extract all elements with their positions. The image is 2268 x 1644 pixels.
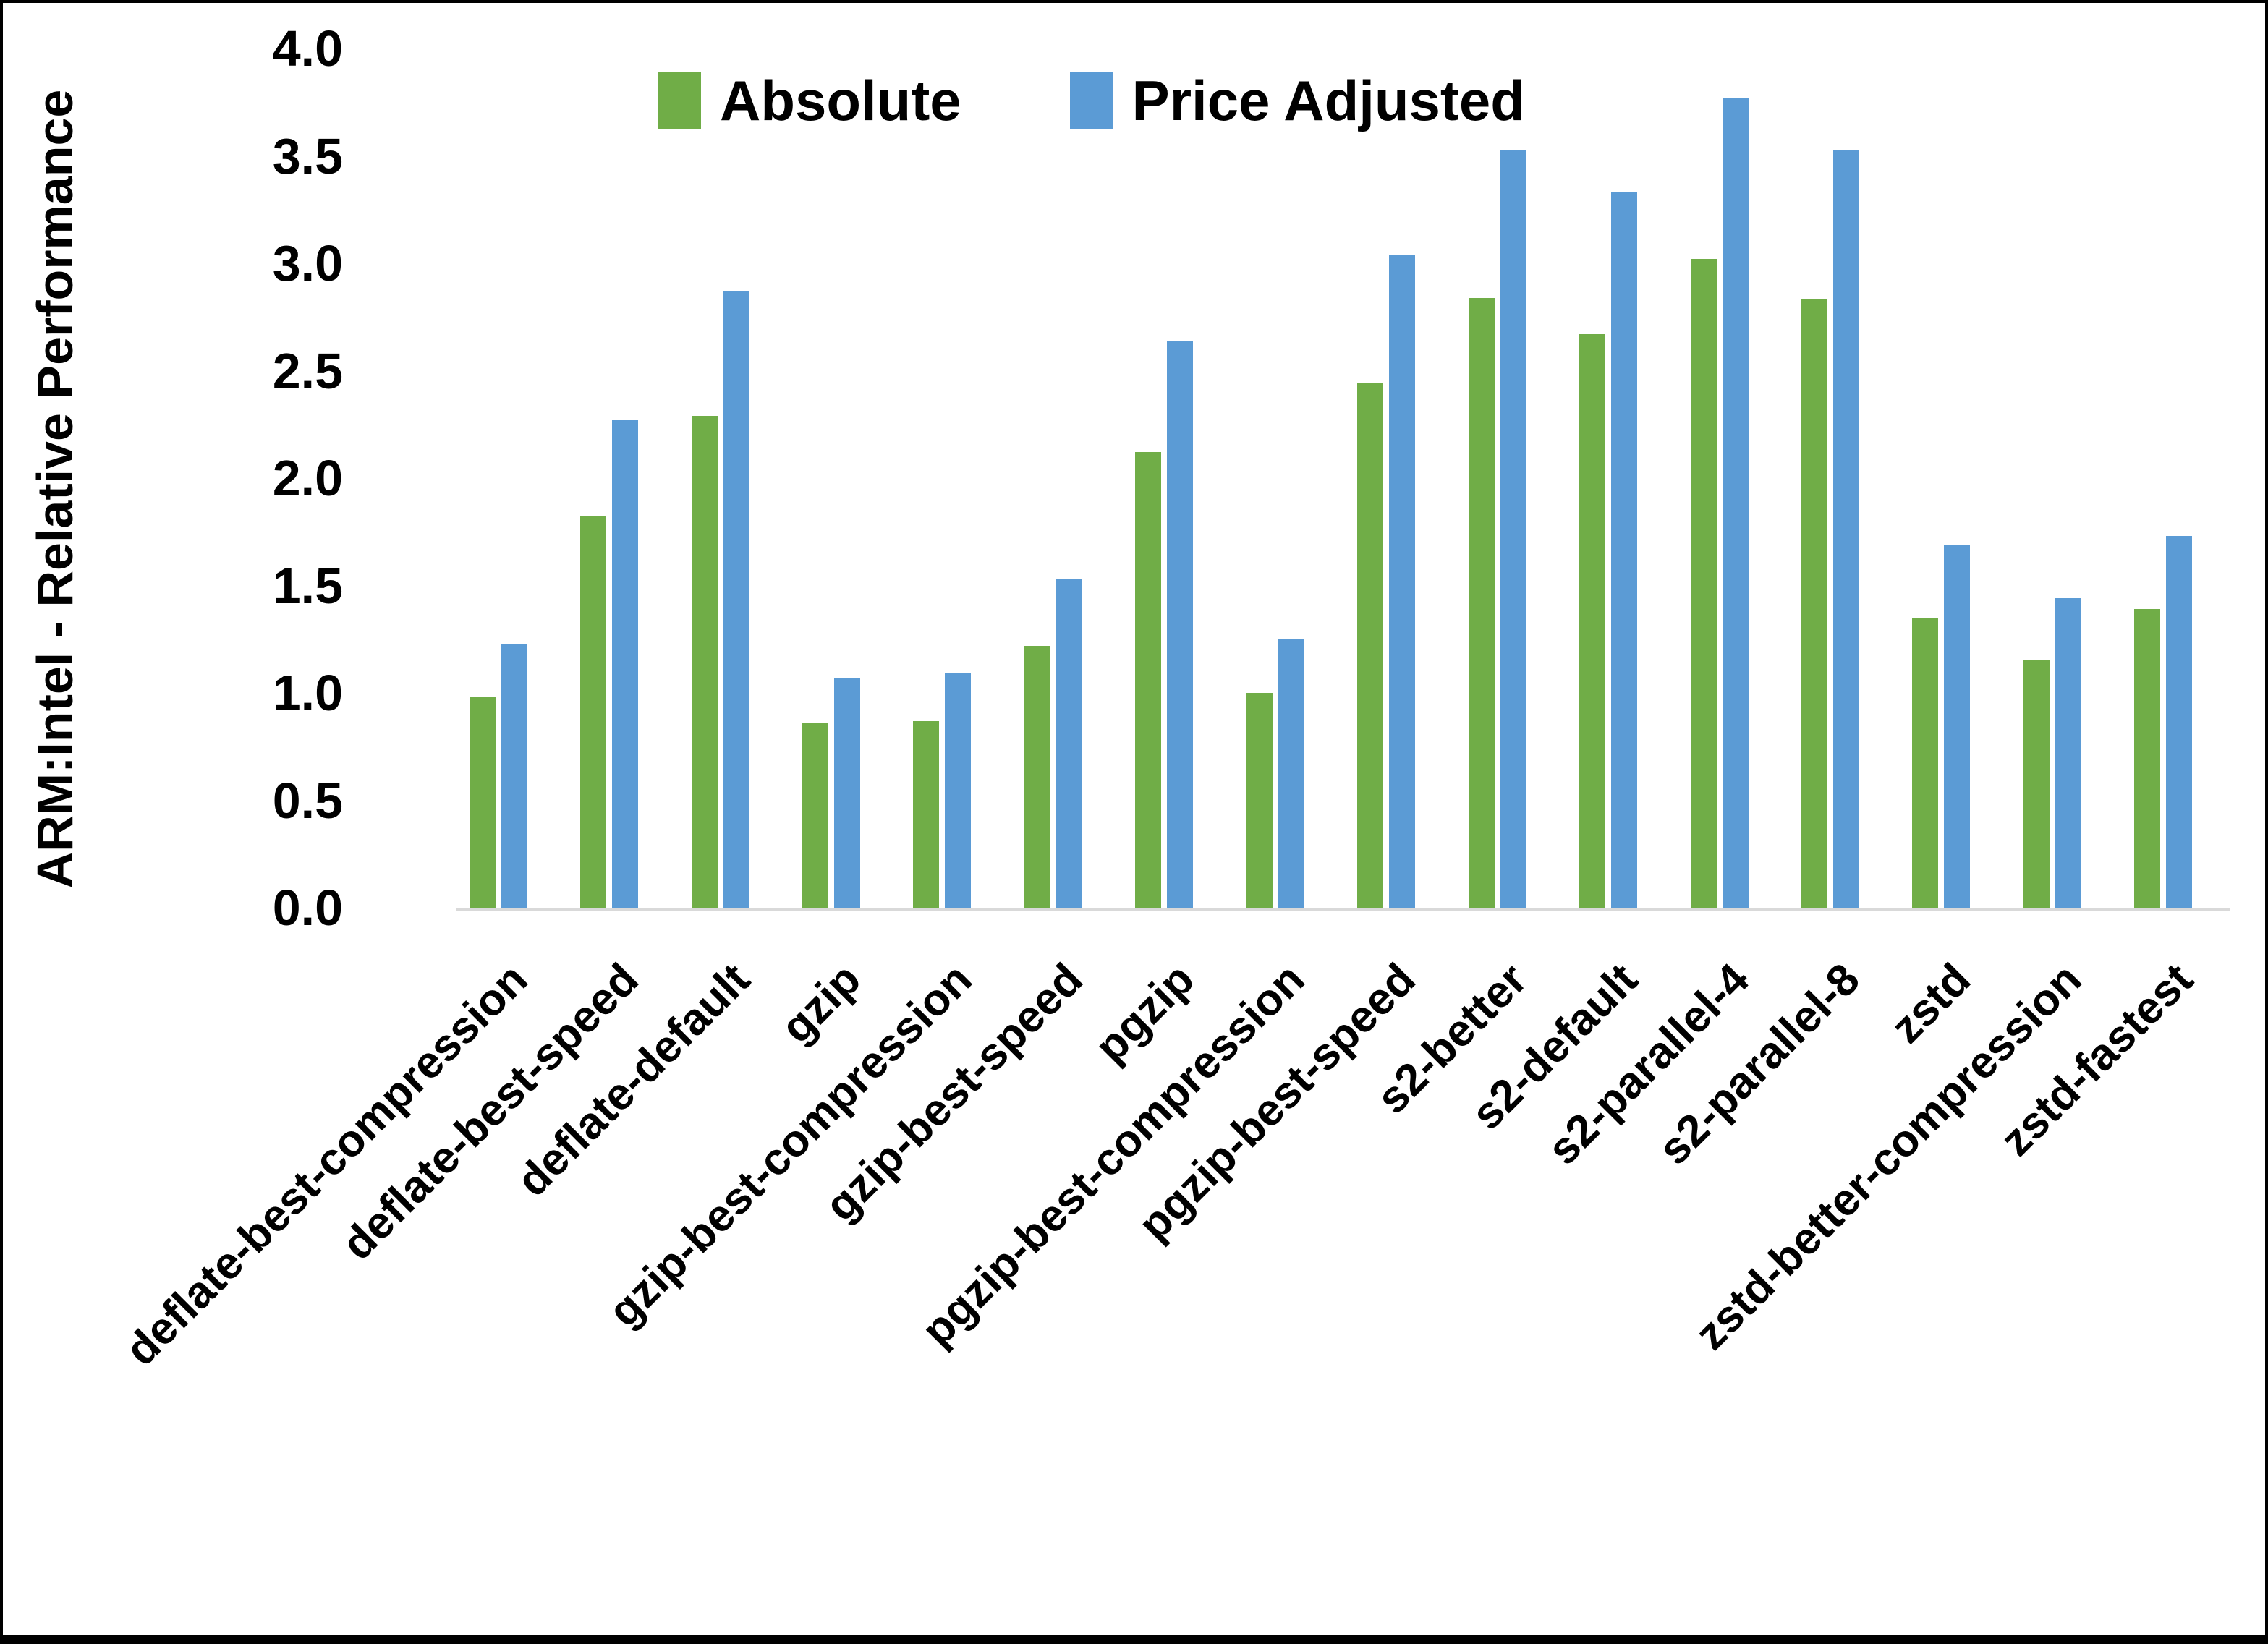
bar-absolute — [1801, 299, 1827, 908]
y-tick-label: 3.0 — [272, 235, 343, 291]
legend-label-absolute: Absolute — [720, 69, 961, 132]
x-axis-line — [456, 908, 2230, 911]
x-category-label: gzip — [771, 954, 871, 1053]
bar-price-adjusted — [2055, 598, 2081, 908]
bar-absolute — [802, 723, 829, 908]
bar-absolute — [580, 516, 607, 908]
bar-price-adjusted — [1611, 192, 1638, 908]
bar-price-adjusted — [1944, 545, 1971, 908]
legend-item-price-adjusted: Price Adjusted — [1069, 69, 1525, 132]
y-tick-label: 1.0 — [272, 665, 343, 721]
y-tick-label: 2.0 — [272, 450, 343, 506]
x-category-label: deflate-best-compression — [116, 954, 538, 1376]
bar-absolute — [2134, 609, 2161, 908]
bar-absolute — [2023, 660, 2050, 908]
legend-item-absolute: Absolute — [658, 72, 961, 129]
bar-price-adjusted — [945, 673, 972, 908]
bar-price-adjusted — [1389, 255, 1416, 908]
bar-price-adjusted — [501, 643, 527, 908]
bar-absolute — [1912, 618, 1939, 908]
bar-price-adjusted — [723, 291, 749, 908]
bar-price-adjusted — [1167, 340, 1194, 908]
bar-absolute — [1690, 259, 1717, 908]
bar-price-adjusted — [1832, 149, 1859, 908]
y-tick-label: 1.5 — [272, 557, 343, 614]
bar-absolute — [1024, 645, 1050, 908]
bar-absolute — [1135, 452, 1162, 908]
bar-absolute — [1468, 297, 1495, 908]
y-axis-title: ARM:Intel - Relative Performance — [27, 89, 83, 889]
bar-absolute — [1246, 693, 1273, 908]
bar-absolute — [469, 697, 496, 908]
legend-label-price-adjusted: Price Adjusted — [1131, 69, 1525, 132]
bar-price-adjusted — [1056, 579, 1082, 908]
x-category-label: s2-parallel-8 — [1649, 954, 1870, 1175]
y-tick-label: 2.5 — [272, 342, 343, 399]
y-tick-label: 3.5 — [272, 127, 343, 184]
bar-price-adjusted — [834, 678, 861, 908]
y-tick-label: 4.0 — [272, 20, 343, 77]
bar-price-adjusted — [1500, 149, 1526, 908]
bar-absolute — [1357, 383, 1384, 908]
absolute-series-swatch-icon — [658, 72, 701, 129]
bar-absolute — [691, 415, 718, 908]
bar-absolute — [1579, 334, 1606, 908]
y-tick-label: 0.5 — [272, 772, 343, 829]
x-category-label: zstd — [1881, 954, 1981, 1053]
y-tick-label: 0.0 — [272, 880, 343, 936]
legend: Absolute Price Adjusted — [658, 72, 1525, 129]
price-adjusted-series-swatch-icon — [1069, 72, 1113, 129]
bar-price-adjusted — [1722, 98, 1749, 908]
bar-price-adjusted — [2166, 536, 2193, 908]
bar-price-adjusted — [1278, 639, 1304, 908]
bar-price-adjusted — [612, 419, 639, 908]
bar-absolute — [913, 720, 940, 908]
